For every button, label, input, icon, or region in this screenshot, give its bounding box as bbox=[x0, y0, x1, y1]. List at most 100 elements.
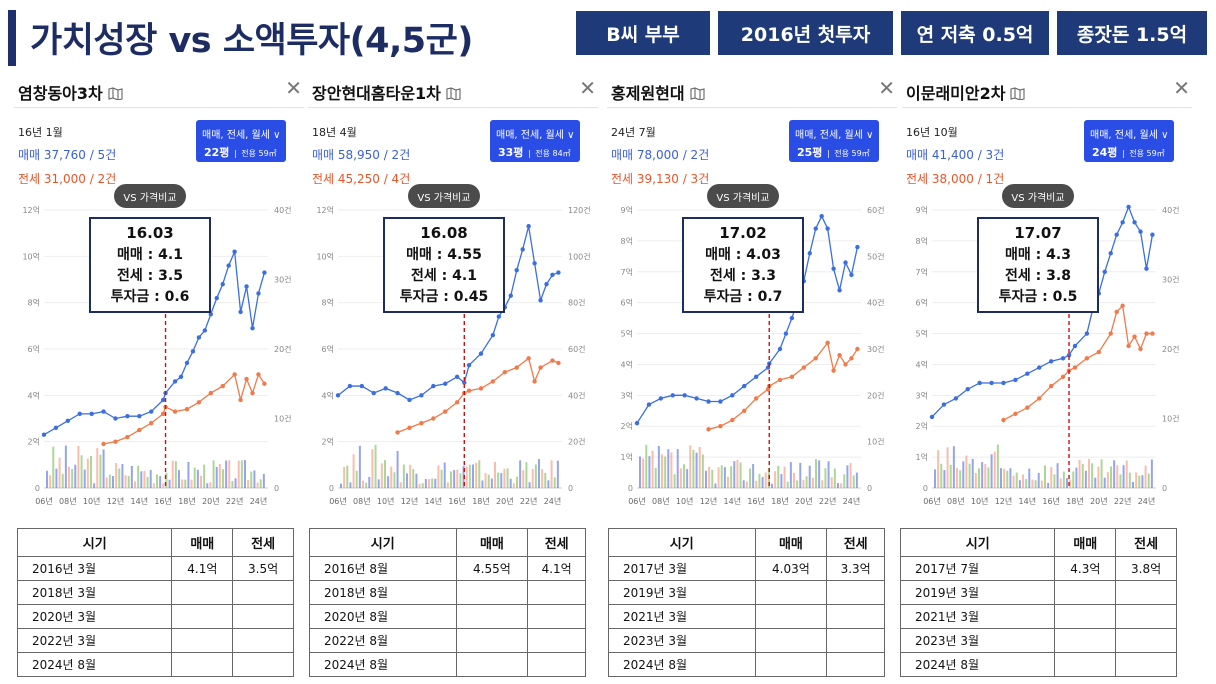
volume-bar bbox=[1094, 477, 1097, 488]
sale-point bbox=[825, 226, 830, 231]
sale-point bbox=[419, 393, 424, 398]
price-chart: 0 1억 2억 3억 4억 5억 6억 7억 8억 9억 0 10건 20건 30건 40건 50건 60건 06… bbox=[621, 205, 885, 506]
volume-bar bbox=[456, 469, 459, 488]
volume-bar bbox=[711, 469, 714, 488]
volume-bar bbox=[1009, 468, 1012, 488]
volume-bar bbox=[974, 473, 977, 488]
investment-callout-box bbox=[383, 217, 505, 313]
sale-point bbox=[544, 281, 549, 287]
sale-point bbox=[407, 397, 412, 403]
vs-compare-button[interactable]: VS 가격비교 bbox=[408, 184, 480, 208]
volume-bar bbox=[541, 469, 544, 488]
volume-bar bbox=[168, 479, 171, 488]
volume-bar bbox=[1062, 471, 1065, 488]
y-left-tick-label: 7억 bbox=[916, 267, 928, 277]
jeonse-point bbox=[855, 346, 860, 352]
trade-filter-dropdown[interactable]: 매매, 전세, 월세 ∨ 24평 | 전용 59㎡ bbox=[1084, 120, 1174, 162]
x-tick-label: 18년 bbox=[178, 496, 196, 506]
volume-bar bbox=[137, 465, 140, 488]
volume-bar bbox=[843, 474, 846, 488]
cell-sale bbox=[1054, 580, 1117, 605]
volume-bar bbox=[833, 468, 836, 488]
sale-point bbox=[843, 260, 848, 265]
volume-bar bbox=[156, 474, 158, 488]
sale-point bbox=[1144, 266, 1149, 271]
volume-bar bbox=[152, 483, 155, 488]
y-right-tick-label: 30건 bbox=[1162, 275, 1180, 285]
filter-size: 25평 | 전용 59㎡ bbox=[797, 146, 870, 159]
x-tick-label: 16년 bbox=[154, 496, 172, 506]
vs-compare-button[interactable]: VS 가격비교 bbox=[114, 184, 186, 208]
cell-jeonse bbox=[232, 580, 294, 605]
apartment-panel-3: 홍제원현대 ✕ 24년 7월 매매 78,000 / 2건 전세 39,130 … bbox=[607, 74, 897, 524]
volume-bar bbox=[1000, 468, 1002, 488]
volume-bar bbox=[412, 469, 415, 488]
close-icon[interactable]: ✕ bbox=[878, 76, 895, 100]
volume-bar bbox=[528, 482, 531, 488]
cell-period: 2021년 3월 bbox=[899, 604, 1056, 629]
investment-callout-box bbox=[977, 217, 1099, 313]
trade-filter-dropdown[interactable]: 매매, 전세, 월세 ∨ 25평 | 전용 59㎡ bbox=[789, 120, 879, 162]
close-icon[interactable]: ✕ bbox=[579, 76, 596, 100]
trade-filter-dropdown[interactable]: 매매, 전세, 월세 ∨ 33평 | 전용 84㎡ bbox=[490, 120, 580, 162]
col-sale: 매매 bbox=[171, 528, 234, 557]
volume-bar bbox=[943, 469, 946, 488]
x-tick-label: 14년 bbox=[1019, 496, 1037, 506]
volume-bar bbox=[124, 475, 127, 488]
volume-bar bbox=[443, 462, 446, 488]
table-row: 2020년 8월 bbox=[309, 604, 586, 629]
sale-point bbox=[226, 263, 231, 268]
sale-point bbox=[849, 272, 854, 278]
apartment-panel-4: 이문래미안2차 ✕ 16년 10월 매매 41,400 / 3건 전세 38,0… bbox=[902, 74, 1192, 524]
sale-point bbox=[1114, 232, 1119, 237]
volume-bar bbox=[556, 460, 559, 488]
volume-bar bbox=[481, 480, 484, 488]
sale-point bbox=[65, 418, 71, 424]
sale-point bbox=[1120, 220, 1125, 225]
volume-bar bbox=[105, 477, 108, 488]
sale-point bbox=[813, 226, 818, 231]
vs-compare-button[interactable]: VS 가격비교 bbox=[1002, 184, 1074, 208]
x-tick-label: 08년 bbox=[652, 496, 670, 506]
volume-bar bbox=[978, 468, 980, 488]
jeonse-point bbox=[113, 439, 118, 444]
x-tick-label: 18년 bbox=[771, 496, 789, 506]
volume-bar bbox=[1075, 467, 1078, 488]
sale-point bbox=[1060, 356, 1066, 361]
sale-point bbox=[658, 396, 664, 401]
cell-jeonse bbox=[1115, 628, 1177, 653]
y-left-tick-label: 4억 bbox=[916, 359, 928, 369]
volume-bar bbox=[698, 446, 701, 488]
y-right-tick-label: 10건 bbox=[274, 414, 292, 424]
volume-bar bbox=[1097, 466, 1100, 488]
table-row: 2024년 8월 bbox=[309, 652, 586, 677]
volume-bar bbox=[755, 480, 758, 488]
y-left-tick-label: 4억 bbox=[621, 359, 633, 369]
close-icon[interactable]: ✕ bbox=[1173, 76, 1190, 100]
trade-date: 24년 7월 bbox=[611, 126, 656, 139]
jeonse-price-line bbox=[1003, 304, 1153, 421]
y-left-tick-label: 10억 bbox=[22, 251, 40, 261]
cell-sale bbox=[455, 604, 529, 629]
volume-bar bbox=[446, 482, 449, 488]
volume-bar bbox=[538, 459, 540, 488]
cell-sale bbox=[754, 604, 828, 629]
apartment-panel-1: 염창동아3차 ✕ 16년 1월 매매 37,760 / 5건 전세 31,000… bbox=[14, 74, 304, 524]
sale-point bbox=[335, 393, 341, 398]
sale-point bbox=[718, 399, 723, 404]
sale-point bbox=[977, 380, 982, 386]
col-period: 시기 bbox=[608, 528, 756, 557]
trade-filter-dropdown[interactable]: 매매, 전세, 월세 ∨ 22평 | 전용 59㎡ bbox=[196, 120, 286, 162]
sale-point bbox=[443, 381, 448, 386]
callout-date: 17.02 bbox=[719, 224, 766, 242]
volume-bar bbox=[516, 476, 518, 488]
table-row: 2021년 3월 bbox=[608, 604, 885, 629]
sale-point bbox=[256, 291, 261, 296]
cell-jeonse bbox=[527, 652, 586, 677]
jeonse-summary: 전세 31,000 / 2건 bbox=[18, 172, 117, 186]
table-row: 2019년 3월 bbox=[899, 580, 1177, 605]
close-icon[interactable]: ✕ bbox=[285, 76, 302, 100]
vs-compare-button[interactable]: VS 가격비교 bbox=[707, 184, 779, 208]
sale-point bbox=[508, 293, 513, 298]
volume-bar bbox=[64, 445, 67, 488]
